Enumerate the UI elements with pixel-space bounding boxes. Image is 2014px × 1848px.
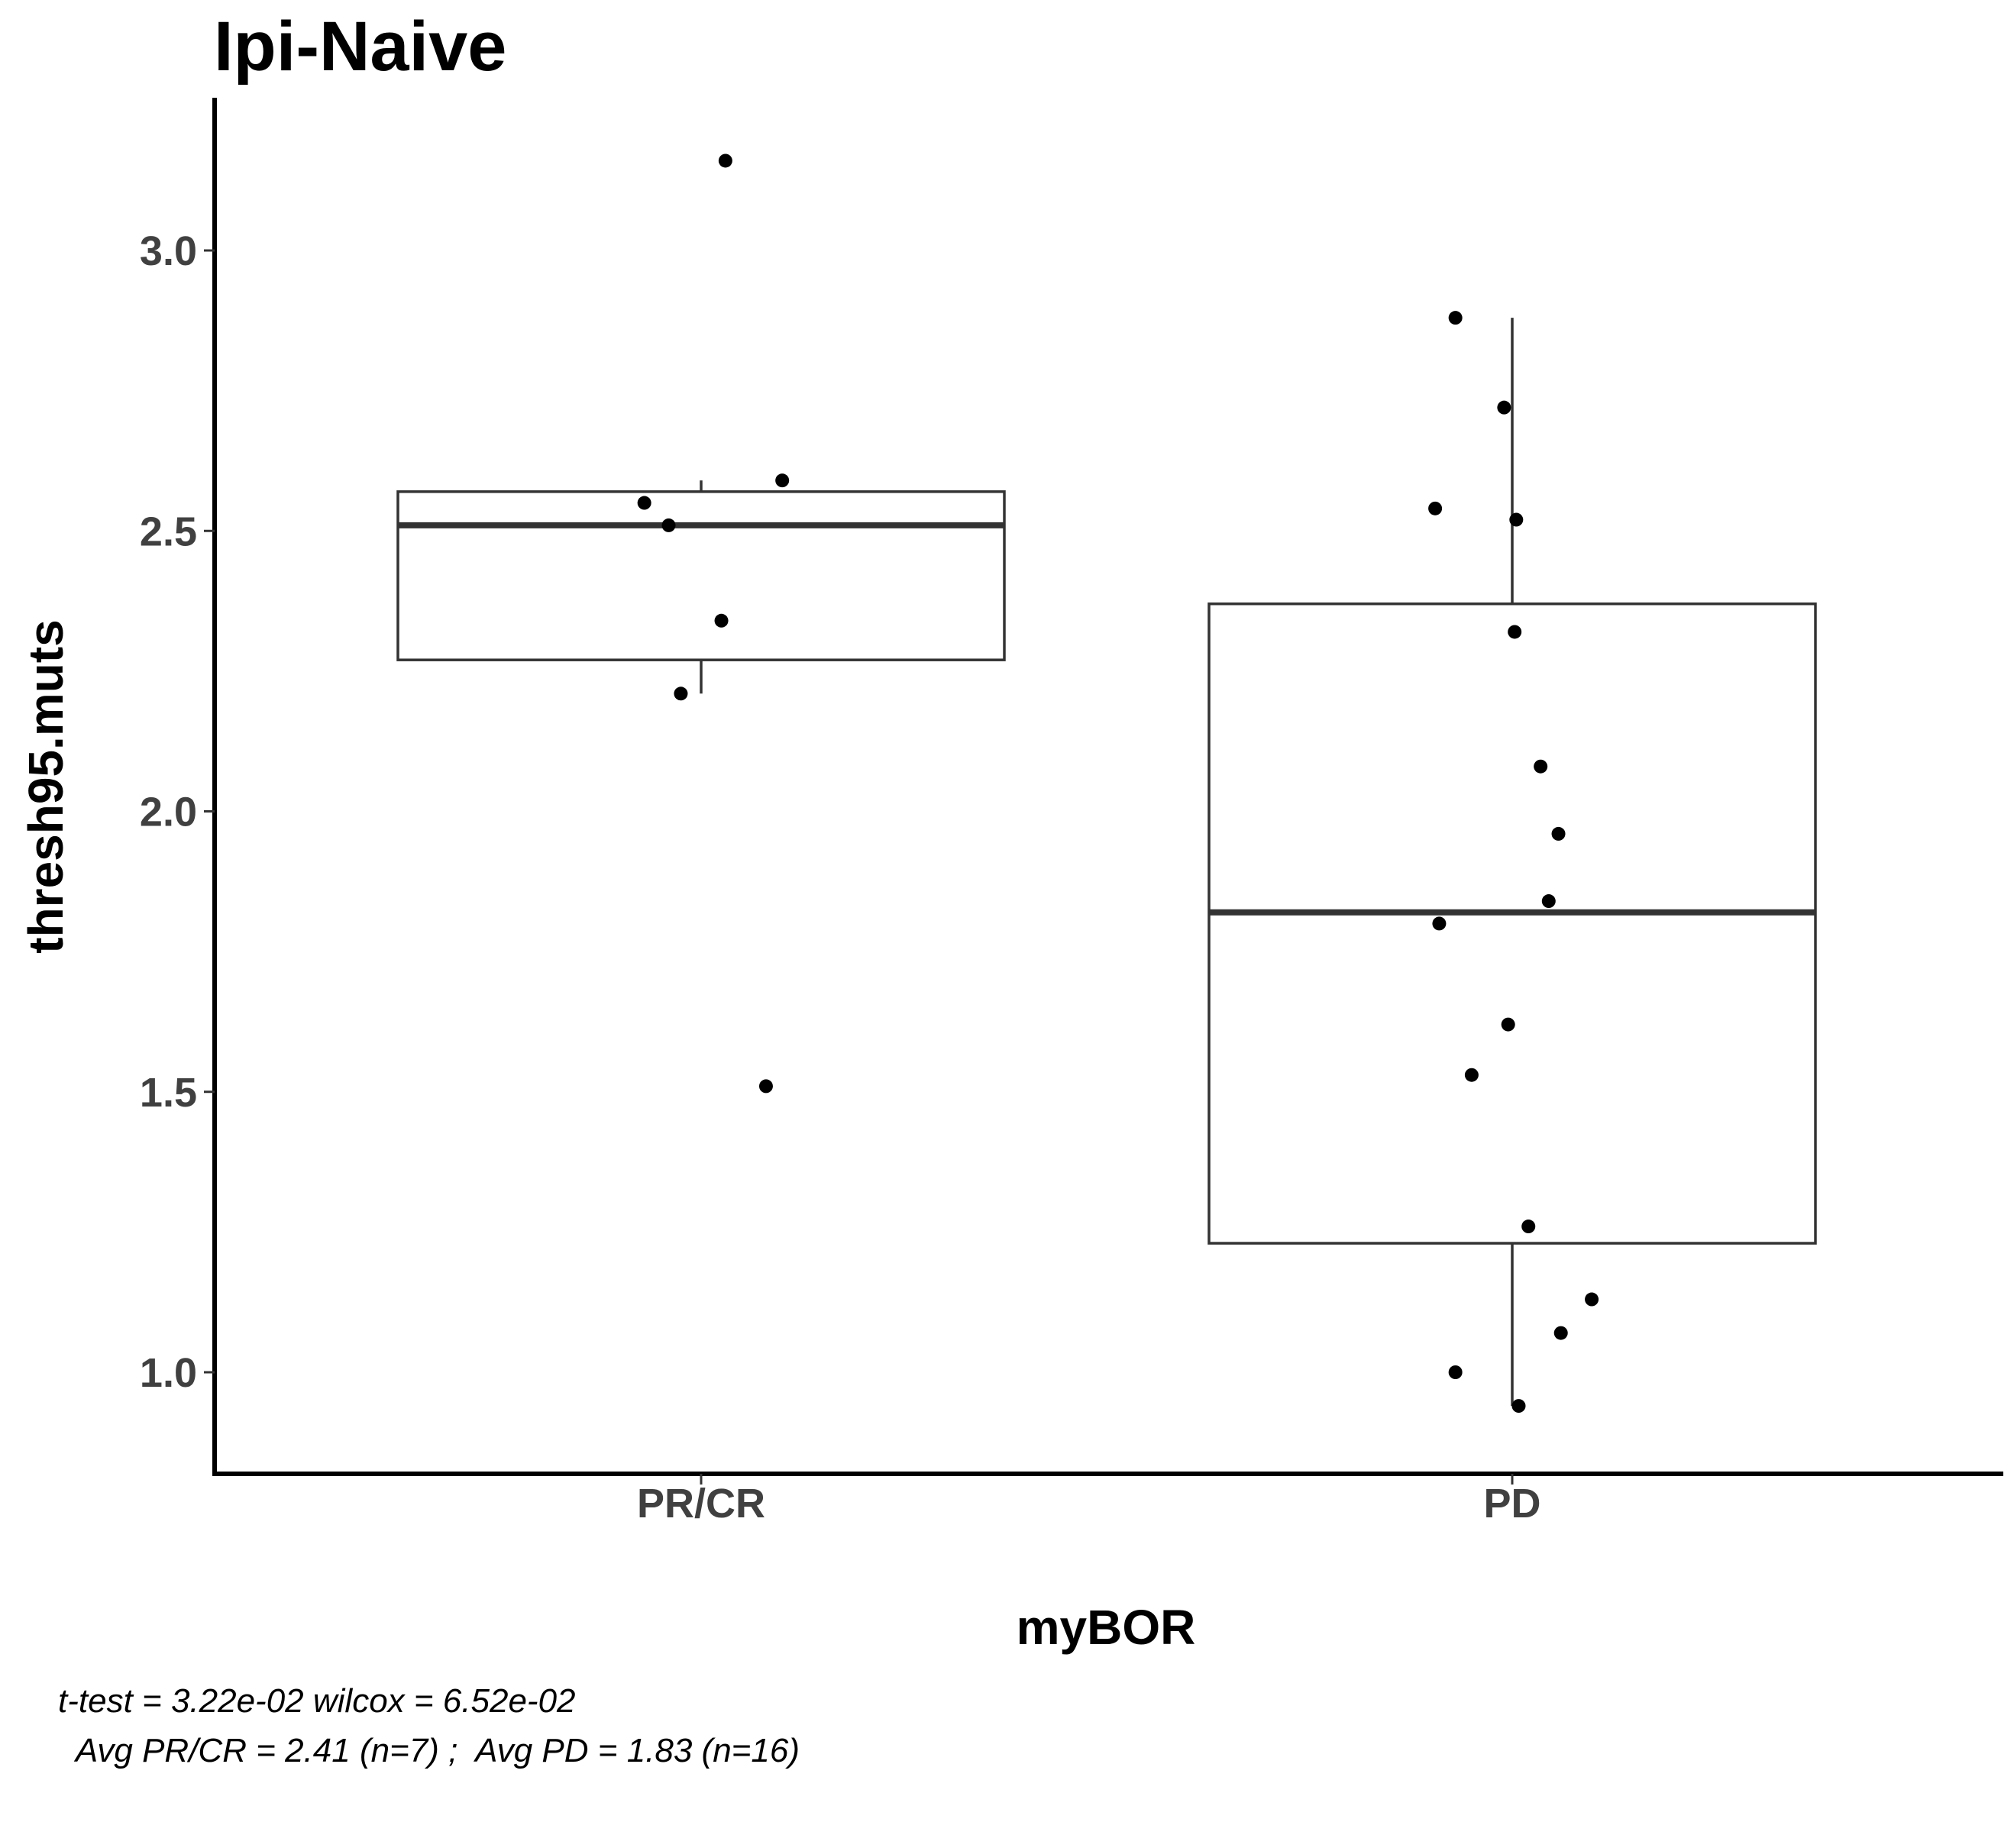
- data-point: [1585, 1292, 1599, 1307]
- data-point: [1428, 501, 1443, 515]
- plot-area: 1.0 1.5 2.0 2.5 3.0 PR/CR PD: [140, 98, 2003, 1527]
- box-pd: [1207, 602, 1817, 1245]
- stats-caption-line2: Avg PR/CR = 2.41 (n=7) ; Avg PD = 1.83 (…: [58, 1732, 800, 1769]
- data-point: [637, 496, 651, 510]
- data-point: [1509, 512, 1524, 527]
- data-point: [758, 1079, 773, 1094]
- data-point: [1511, 1399, 1526, 1413]
- data-point: [1541, 894, 1556, 909]
- data-point: [775, 473, 790, 488]
- data-point: [1448, 311, 1463, 325]
- y-tick-label: 1.5: [140, 1070, 197, 1116]
- data-point: [661, 518, 676, 532]
- box-pr-cr: [396, 490, 1006, 661]
- x-axis-title: myBOR: [1017, 1600, 1196, 1655]
- y-tick-label: 2.5: [140, 509, 197, 554]
- data-point: [1553, 1326, 1568, 1340]
- data-point: [1501, 1017, 1515, 1032]
- stats-caption-line1: t-test = 3.22e-02 wilcox = 6.52e-02: [58, 1682, 576, 1720]
- y-tick-label: 1.0: [140, 1350, 197, 1396]
- data-point: [1551, 826, 1566, 841]
- y-tick-label: 2.0: [140, 790, 197, 835]
- x-tick-label: PD: [1483, 1481, 1540, 1527]
- data-point: [718, 153, 732, 168]
- data-point: [714, 613, 729, 628]
- data-point: [1534, 759, 1548, 774]
- data-point: [1464, 1068, 1479, 1082]
- data-point: [1521, 1220, 1536, 1234]
- chart-title: Ipi-Naive: [214, 8, 506, 86]
- data-point: [1497, 400, 1511, 415]
- y-tick-label: 3.0: [140, 228, 197, 274]
- y-axis-title: thresh95.muts: [18, 619, 73, 953]
- data-point: [1448, 1365, 1463, 1379]
- data-point: [1508, 625, 1522, 639]
- data-point: [1432, 916, 1447, 931]
- data-point: [674, 687, 688, 701]
- x-tick-label: PR/CR: [637, 1481, 765, 1527]
